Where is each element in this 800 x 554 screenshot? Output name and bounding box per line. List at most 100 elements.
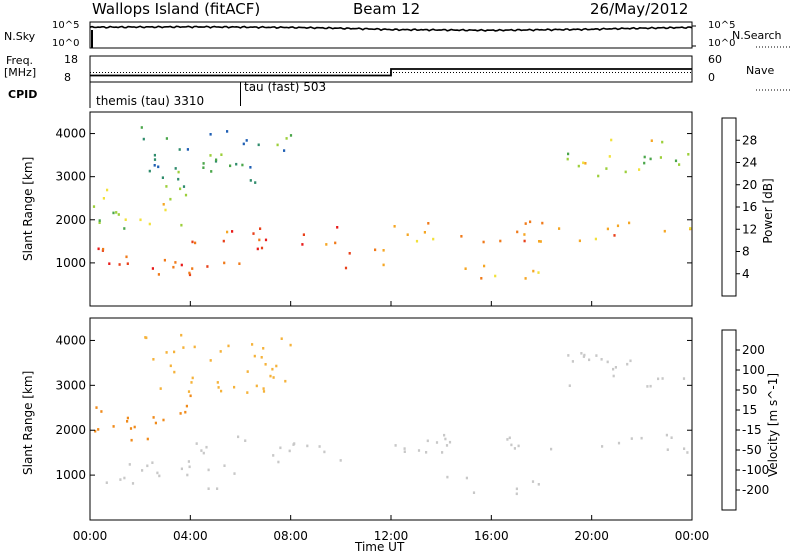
- power-panel-cell: [223, 261, 226, 265]
- velocity-panel-cell: [441, 451, 444, 454]
- time-tick-label: 20:00: [574, 529, 609, 543]
- velocity-panel-cell: [165, 351, 168, 354]
- velocity-panel-cell: [156, 471, 159, 475]
- power-panel-background: [90, 112, 692, 306]
- power-panel-cell: [194, 241, 197, 245]
- velocity-panel-cell: [568, 384, 571, 387]
- velocity-panel-cell: [515, 487, 518, 491]
- velocity-panel-cell: [190, 381, 193, 384]
- velocity-panel-cell: [219, 350, 222, 353]
- velocity-panel-cell: [506, 438, 509, 441]
- power-panel-cell: [245, 139, 248, 142]
- velocity-panel-cell: [195, 442, 198, 445]
- power-panel-cell: [256, 247, 259, 251]
- velocity-panel-cell: [403, 450, 406, 453]
- velocity-panel-cell: [670, 436, 673, 439]
- velocity-panel-cell: [184, 410, 187, 414]
- power-panel-cell: [148, 222, 151, 226]
- power-panel-cell: [139, 218, 142, 222]
- power-panel-cell: [524, 277, 527, 280]
- nsky-line: [89, 25, 693, 32]
- power-panel-cell: [238, 262, 241, 265]
- velocity-panel-cell: [472, 491, 476, 494]
- power-panel-cell: [118, 263, 121, 266]
- power-panel-cell: [382, 249, 385, 252]
- velocity-panel-cell: [159, 387, 162, 390]
- velocity-panel-cell: [180, 333, 183, 337]
- velocity-panel-cell: [339, 459, 342, 462]
- power-panel-cell: [577, 164, 580, 168]
- power-panel-cell: [123, 227, 126, 230]
- power-panel-cell: [231, 230, 234, 233]
- power-panel-cell: [254, 181, 257, 184]
- power-panel-cell: [191, 240, 194, 244]
- velocity-panel-cell: [617, 441, 621, 445]
- velocity-panel-cell: [233, 385, 236, 389]
- power-panel-cell: [608, 155, 611, 158]
- power-panel-cell: [148, 169, 151, 173]
- power-panel-cell: [285, 137, 288, 140]
- power-panel-cell: [374, 248, 377, 252]
- velocity-panel-cell: [657, 377, 660, 381]
- velocity-panel-cell: [580, 352, 583, 355]
- velocity-panel-cell: [152, 358, 155, 361]
- power-panel-cell: [161, 176, 164, 179]
- velocity-panel-cell: [131, 482, 135, 485]
- velocity-panel-cell: [173, 370, 176, 374]
- velocity-colorbar-tick-label: -100: [742, 463, 769, 477]
- velocity-panel-cell: [105, 481, 108, 484]
- power-panel-cell: [101, 249, 104, 252]
- velocity-panel-cell: [189, 394, 192, 398]
- power-panel-cell: [153, 158, 157, 161]
- power-panel-cell: [106, 188, 109, 192]
- freq-tick-low: 8: [64, 71, 71, 84]
- nave-tick-low: 0: [708, 71, 715, 84]
- velocity-panel-ytick-label: 4000: [55, 333, 86, 347]
- power-panel-cell: [578, 239, 581, 243]
- velocity-panel-cell: [154, 421, 157, 425]
- velocity-colorbar-tick-label: -50: [742, 443, 762, 457]
- velocity-panel-cell: [223, 464, 226, 467]
- velocity-panel-cell: [665, 433, 668, 437]
- velocity-panel-cell: [123, 476, 126, 480]
- velocity-panel-ytick-label: 3000: [55, 378, 86, 392]
- velocity-panel-cell: [426, 439, 429, 443]
- power-panel-cell: [252, 232, 255, 235]
- power-panel-cell: [126, 262, 129, 265]
- velocity-panel-cell: [649, 384, 652, 388]
- beam-label: Beam 12: [353, 0, 421, 18]
- power-panel-cell: [643, 161, 646, 165]
- velocity-panel-cell: [277, 460, 280, 464]
- power-panel-cell: [184, 193, 188, 197]
- velocity-panel-cell: [246, 370, 249, 373]
- power-panel-cell: [538, 240, 541, 243]
- power-colorbar-tick-label: 28: [742, 133, 757, 147]
- velocity-panel-cell: [272, 376, 275, 379]
- velocity-panel-cell: [182, 346, 185, 349]
- velocity-panel-cell: [292, 443, 295, 446]
- velocity-panel-cell: [237, 435, 240, 439]
- power-panel-cell: [157, 273, 160, 276]
- power-panel-cell: [480, 277, 483, 280]
- nsky-panel-frame: [89, 21, 693, 49]
- velocity-panel-cell: [260, 356, 263, 359]
- velocity-panel-cell: [517, 444, 520, 448]
- time-tick-label: 12:00: [374, 529, 409, 543]
- power-panel-cell: [529, 220, 532, 224]
- power-panel-cell: [348, 252, 351, 255]
- power-panel-cell: [98, 221, 101, 224]
- power-panel-cell: [638, 168, 641, 171]
- power-panel-cell: [202, 166, 205, 169]
- velocity-panel-cell: [661, 377, 664, 380]
- power-panel-cell: [393, 225, 396, 228]
- velocity-panel-cell: [275, 364, 278, 368]
- plot-title: Wallops Island (fitACF): [92, 0, 261, 18]
- velocity-panel-cell: [97, 428, 100, 431]
- velocity-panel-cell: [94, 429, 97, 433]
- velocity-panel-cell: [288, 449, 291, 453]
- velocity-colorbar-tick-label: 15: [742, 403, 757, 417]
- power-panel-cell: [302, 233, 305, 236]
- power-panel-cell: [214, 160, 218, 163]
- velocity-panel-cell: [510, 443, 513, 447]
- power-panel-cell: [406, 233, 409, 236]
